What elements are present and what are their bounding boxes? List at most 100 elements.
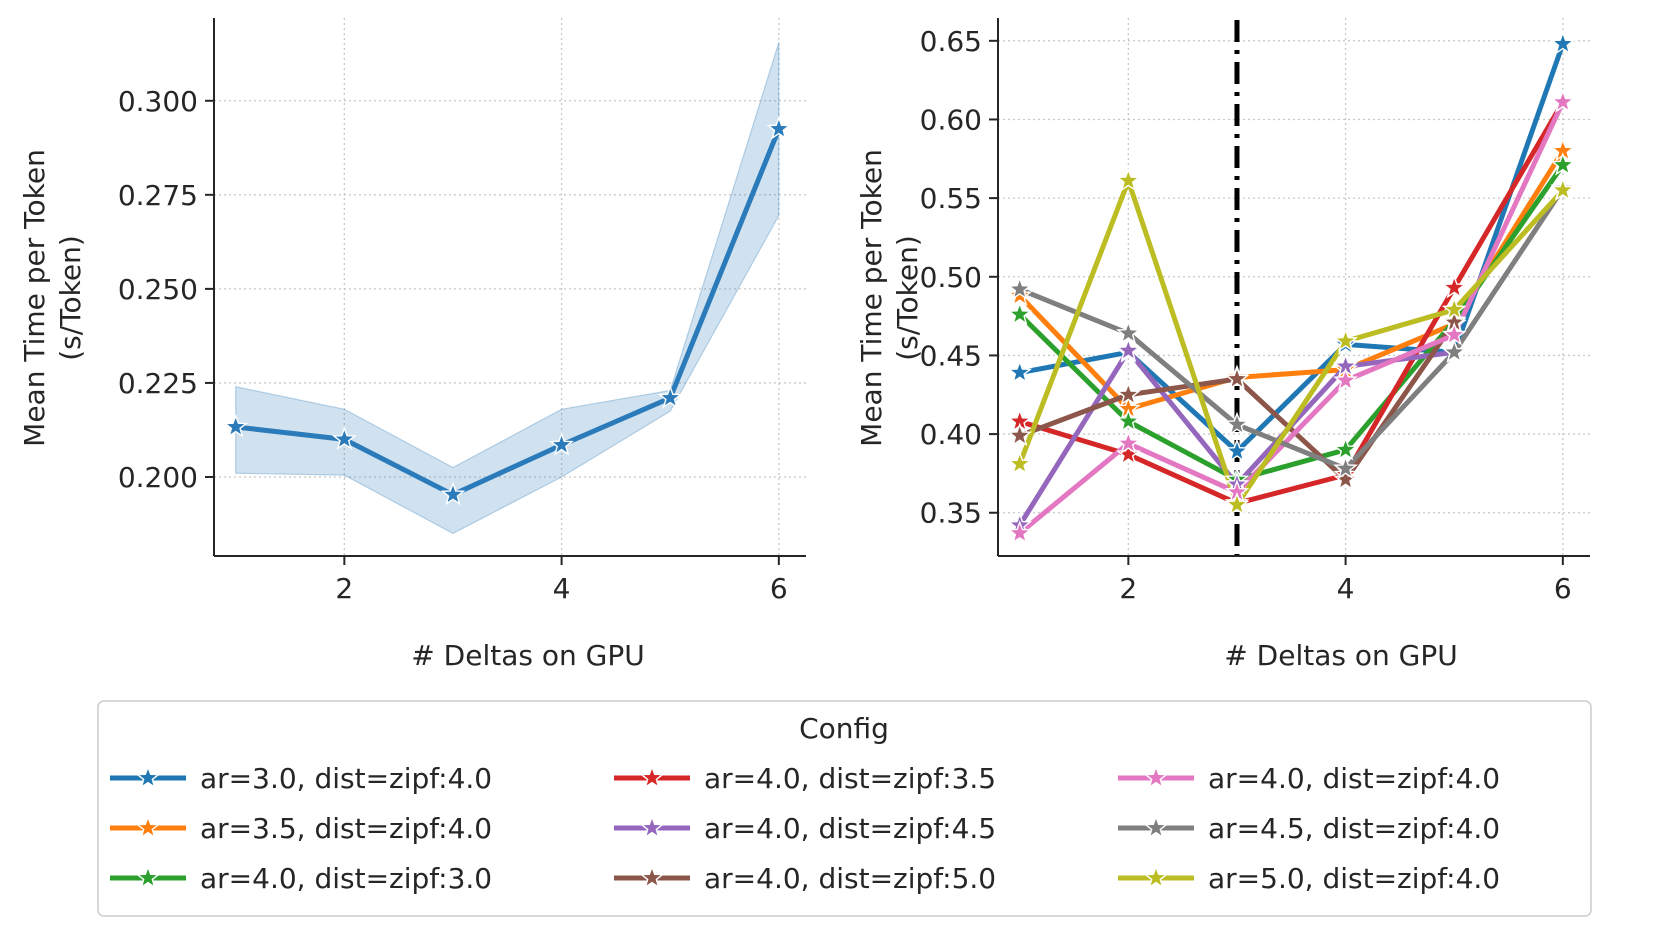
data-point-star [1115,167,1141,192]
legend-entry-label: ar=4.5, dist=zipf:4.0 [1208,812,1500,845]
left-y-tick-label: 0.225 [118,367,198,400]
left-x-tick-label: 4 [553,572,571,605]
left-series [233,126,782,498]
legend-entry-label: ar=3.0, dist=zipf:4.0 [200,762,492,795]
legend-title: Config [799,712,889,745]
legend-swatch-star [135,814,161,839]
data-point-star [657,384,683,409]
data-point-star [1333,466,1358,491]
right-y-axis-label-line1: Mean Time per Token [855,149,888,447]
right-y-tick-label: 0.55 [920,182,982,215]
right-y-tick-label: 0.45 [920,339,982,372]
legend-entry-label: ar=4.0, dist=zipf:3.0 [200,862,492,895]
left-x-axis-label: # Deltas on GPU [411,639,644,672]
data-point-star [766,115,792,140]
series-line-ar-4-0-dist-zipf-4-0 [1017,99,1566,536]
legend-frame [97,700,1592,917]
left-y-tick-label: 0.300 [118,85,198,118]
legend-entry-label: ar=4.0, dist=zipf:4.0 [1208,762,1500,795]
legend-swatch-star [639,864,665,889]
series-line-ar-4-0-dist-zipf-3-5 [1017,99,1566,506]
legend-entry-label: ar=4.0, dist=zipf:4.5 [704,812,996,845]
legend: Config ar=3.0, dist=zipf:4.0 ar=3.5, dist… [97,700,1592,917]
right-axes [997,18,1590,557]
right-y-axis-label-line2: (s/Token) [891,235,924,361]
right-chart-panel: 2 4 6 0.35 0.40 0.45 0.50 0.55 0.60 0.65 # Delta… [855,18,1590,672]
legend-items: ar=3.0, dist=zipf:4.0 ar=3.5, dist=zipf:4… [110,762,1500,895]
right-x-tick-label: 6 [1554,572,1572,605]
series-line-ar-5-0-dist-zipf-4-0 [1017,178,1566,508]
series-line-ar-4-5-dist-zipf-4-0 [1017,186,1566,472]
right-y-tick-label: 0.35 [920,497,982,530]
series-line-mean [233,126,782,498]
right-x-tick-label: 4 [1337,572,1355,605]
left-y-tick-label: 0.275 [118,179,198,212]
data-point-star [1333,367,1358,392]
data-point-star [1007,301,1033,326]
data-point-star [1224,411,1250,436]
data-point-star [331,426,357,450]
data-point-star [1224,438,1250,462]
left-y-tick-label: 0.250 [118,273,198,306]
data-point-star [1007,520,1033,544]
data-point-star [1550,152,1576,176]
right-y-ticks: 0.35 0.40 0.45 0.50 0.55 0.60 0.65 [920,25,998,530]
data-point-star [1115,320,1141,344]
confidence-band [235,42,780,535]
left-x-tick-label: 2 [335,572,353,605]
left-y-axis-label-line2: (s/Token) [54,235,87,361]
left-x-tick-label: 6 [770,572,788,605]
data-point-star [1007,450,1033,475]
legend-entry-label: ar=4.0, dist=zipf:3.5 [704,762,996,795]
data-point-star [223,413,249,438]
data-point-star [1115,381,1141,406]
right-x-axis-label: # Deltas on GPU [1224,639,1457,672]
data-point-star [549,432,574,456]
legend-swatch-star [639,764,665,789]
data-point-star [1550,177,1576,201]
right-x-ticks: 2 4 6 [1119,556,1572,605]
legend-entry-label: ar=5.0, dist=zipf:4.0 [1208,862,1500,895]
left-x-ticks: 2 4 6 [335,556,788,605]
legend-swatch-star [135,764,161,789]
data-point-star [1115,430,1141,455]
data-point-star [440,481,466,506]
left-y-axis-label-line1: Mean Time per Token [18,149,51,447]
legend-entry-label: ar=3.5, dist=zipf:4.0 [200,812,492,845]
right-series [1017,41,1566,536]
right-y-tick-label: 0.65 [920,25,982,58]
data-point-star [1441,274,1467,299]
legend-swatch-star [1143,764,1169,789]
data-point-star [1550,89,1576,113]
right-x-tick-label: 2 [1119,572,1137,605]
data-point-star [1115,408,1141,433]
legend-swatch-star [1143,814,1169,839]
legend-swatch-star [639,814,665,839]
data-point-star [1007,422,1033,447]
data-point-star [1333,328,1358,352]
left-markers [223,115,792,506]
data-point-star [1007,276,1033,300]
data-point-star [1007,359,1033,384]
right-y-tick-label: 0.60 [920,103,982,136]
data-point-star [1115,441,1141,466]
left-y-ticks: 0.200 0.225 0.250 0.275 0.300 [118,85,214,494]
right-y-tick-label: 0.40 [920,418,982,451]
legend-entry-label: ar=4.0, dist=zipf:5.0 [704,862,996,895]
legend-swatch-star [1143,864,1169,889]
data-point-star [1115,337,1141,362]
data-point-star [1224,366,1250,390]
left-axes [213,18,806,557]
left-ci-band [235,42,780,535]
data-point-star [1333,436,1358,461]
data-point-star [1224,491,1250,516]
left-y-tick-label: 0.200 [118,461,198,494]
data-point-star [1550,30,1576,55]
data-point-star [1333,455,1358,480]
right-y-tick-label: 0.50 [920,261,982,294]
left-grid [214,18,806,556]
legend-swatch-star [135,864,161,889]
data-point-star [1441,339,1467,363]
left-chart-panel: 2 4 6 0.200 0.225 0.250 0.275 0.300 # Deltas o… [18,18,806,672]
